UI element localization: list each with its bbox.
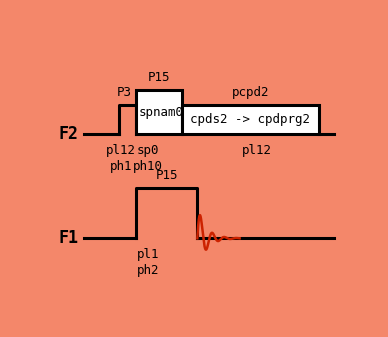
Text: pcpd2: pcpd2	[232, 86, 269, 99]
Text: cpds2 -> cpdprg2: cpds2 -> cpdprg2	[191, 113, 310, 126]
Text: F2: F2	[59, 125, 79, 143]
Bar	[136, 90, 182, 134]
Text: ph1: ph1	[110, 160, 132, 173]
Text: P15: P15	[147, 70, 170, 84]
Text: pl1: pl1	[137, 248, 159, 261]
Text: spnam0: spnam0	[139, 105, 184, 119]
Text: sp0: sp0	[137, 144, 159, 157]
Text: ph10: ph10	[133, 160, 163, 173]
Text: ph2: ph2	[137, 264, 159, 277]
Text: P3: P3	[117, 86, 132, 99]
Text: pl12: pl12	[106, 144, 136, 157]
Bar	[182, 105, 319, 134]
Text: F1: F1	[59, 229, 79, 247]
Text: P15: P15	[155, 169, 178, 182]
Text: pl12: pl12	[242, 144, 272, 157]
